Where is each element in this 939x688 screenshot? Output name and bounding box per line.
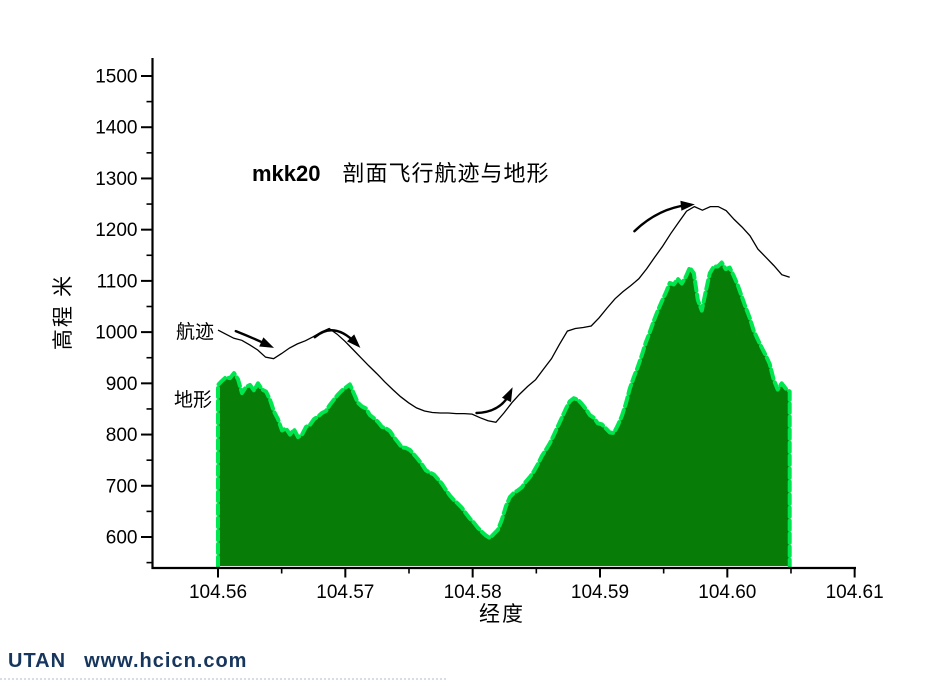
flight-path-line	[217, 205, 790, 424]
x-tick-label: 104.58	[444, 582, 502, 603]
y-tick-label: 700	[106, 476, 138, 497]
footer-watermark: UTAN www.hcicn.com	[8, 650, 247, 673]
footer-brand: UTAN	[8, 650, 67, 672]
footer-underline	[0, 678, 446, 680]
footer-url: www.hcicn.com	[84, 650, 248, 672]
terrain-outline	[216, 260, 792, 568]
chart-title-text: 剖面飞行航迹与地形	[342, 161, 550, 186]
y-axis-title: 高程 米	[51, 273, 75, 351]
flight-direction-arrow-head	[259, 337, 274, 348]
terrain-label: 地形	[174, 390, 213, 411]
flight-direction-arrow-stem	[633, 203, 689, 233]
x-tick-label: 104.57	[316, 582, 374, 603]
y-tick-label: 1400	[95, 118, 137, 139]
y-tick-label: 1000	[95, 323, 137, 344]
x-tick-label: 104.59	[571, 582, 629, 603]
y-tick-label: 800	[106, 425, 138, 446]
y-tick-label: 900	[106, 374, 138, 395]
x-tick-label: 104.61	[826, 582, 884, 603]
y-tick-label: 1300	[95, 169, 137, 190]
y-tick-label: 1100	[97, 271, 138, 292]
x-tick-label: 104.60	[698, 582, 756, 603]
y-tick-label: 1200	[95, 220, 137, 241]
terrain-area	[218, 262, 790, 566]
x-axis-title: 经度	[479, 602, 525, 626]
x-tick-label: 104.56	[189, 582, 247, 603]
flight-direction-arrow-head	[502, 387, 513, 403]
flight-path-label: 航迹	[176, 322, 215, 343]
y-tick-label: 1500	[95, 67, 137, 88]
flight-direction-arrow-head	[680, 200, 695, 211]
chart-title: mkk20 剖面飞行航迹与地形	[252, 156, 550, 188]
flight-direction-arrow-head	[347, 334, 361, 348]
y-tick-label: 600	[106, 528, 138, 549]
chart-title-code: mkk20	[252, 161, 321, 186]
